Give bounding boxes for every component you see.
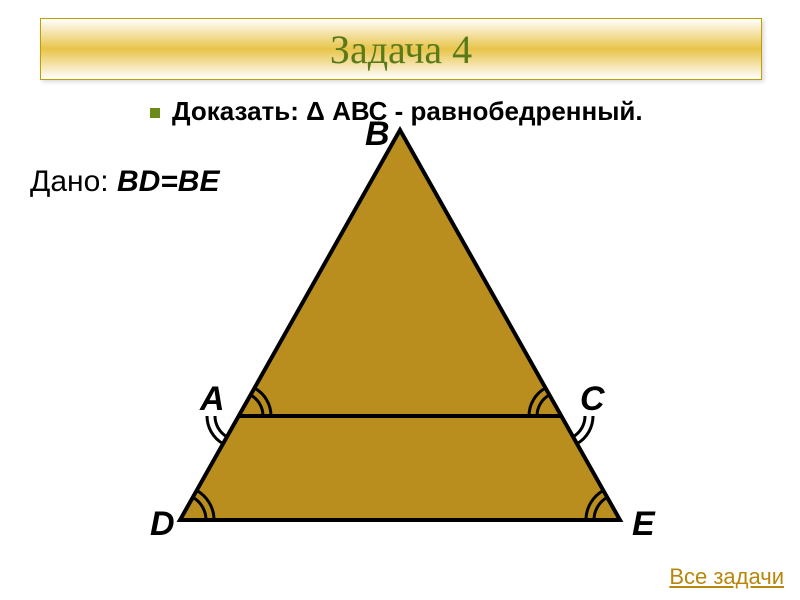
svg-text:C: C [580, 380, 605, 418]
title-text: Задача 4 [330, 26, 472, 73]
given-label: Дано: [30, 165, 117, 198]
title-bar: Задача 4 [40, 18, 762, 80]
svg-text:E: E [632, 505, 656, 543]
triangle-diagram: B A C D E [140, 110, 660, 550]
svg-text:D: D [150, 505, 175, 543]
svg-text:A: A [199, 380, 225, 418]
svg-text:B: B [365, 115, 390, 153]
all-problems-link[interactable]: Все задачи [669, 564, 784, 590]
